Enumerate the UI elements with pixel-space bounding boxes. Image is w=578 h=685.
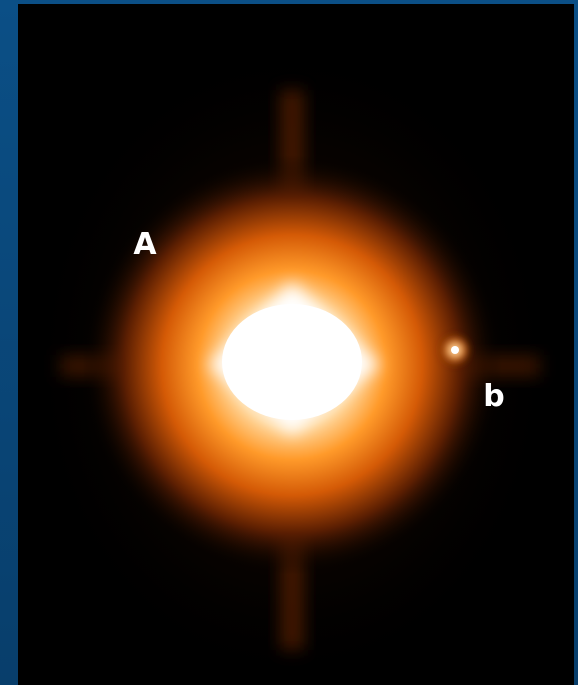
companion-core [451, 346, 459, 354]
label-a: A [133, 227, 157, 262]
core [222, 304, 362, 420]
label-b: b [483, 379, 504, 414]
primary-star [22, 35, 562, 685]
